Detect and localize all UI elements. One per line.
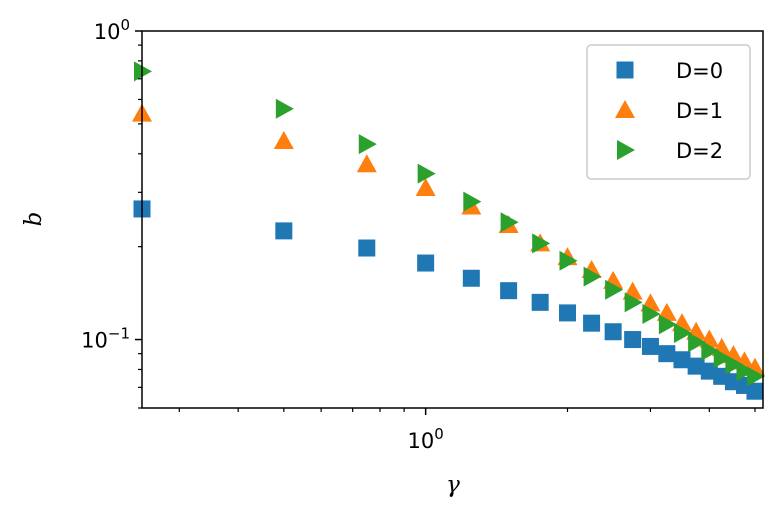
data-point-d2-7 xyxy=(559,250,578,271)
data-point-d0-4 xyxy=(462,269,480,287)
data-point-d0-13 xyxy=(673,351,691,369)
y-axis-label: b xyxy=(21,212,47,227)
data-point-d0-3 xyxy=(417,254,435,272)
data-point-d0-5 xyxy=(500,282,518,300)
data-point-d2-2 xyxy=(358,134,377,155)
legend: D=0 D=1 D=2 xyxy=(586,44,751,180)
data-point-d1-2 xyxy=(356,154,377,173)
axes-frame xyxy=(141,30,764,409)
data-point-d2-4 xyxy=(463,191,482,212)
legend-frame xyxy=(586,44,751,180)
data-point-d0-11 xyxy=(641,337,659,355)
data-point-d0-6 xyxy=(531,293,549,311)
data-point-d1-1 xyxy=(273,131,294,150)
data-point-d2-3 xyxy=(417,163,436,184)
legend-marker-d0 xyxy=(616,61,634,79)
data-point-d0-10 xyxy=(624,331,642,349)
data-point-d0-2 xyxy=(358,239,376,257)
legend-label-d2: D=2 xyxy=(676,139,723,163)
legend-label-d1: D=1 xyxy=(676,99,723,123)
data-point-d2-10 xyxy=(624,292,643,313)
data-point-d0-9 xyxy=(604,323,622,341)
data-point-d2-13 xyxy=(673,323,692,344)
data-point-d0-7 xyxy=(558,304,576,322)
data-point-d2-19 xyxy=(746,366,765,387)
data-point-d2-9 xyxy=(605,279,624,300)
legend-marker-d1 xyxy=(615,100,635,118)
x-axis-label: γ xyxy=(446,472,460,498)
data-point-d2-6 xyxy=(532,233,551,254)
data-point-d2-12 xyxy=(658,314,677,335)
data-point-d0-14 xyxy=(687,357,705,375)
data-point-d2-17 xyxy=(725,354,744,375)
data-point-d2-1 xyxy=(275,98,294,119)
legend-markers xyxy=(615,61,635,160)
data-point-d2-15 xyxy=(701,340,720,361)
data-point-d0-1 xyxy=(275,222,293,240)
data-point-d1-3 xyxy=(415,177,436,196)
data-point-d2-5 xyxy=(500,212,519,233)
data-point-d2-14 xyxy=(688,332,707,353)
data-point-d2-8 xyxy=(583,266,602,287)
data-point-d0-8 xyxy=(583,314,601,332)
data-point-d2-11 xyxy=(642,304,661,325)
data-point-d0-12 xyxy=(658,345,676,363)
legend-marker-d2 xyxy=(617,140,635,160)
legend-label-d0: D=0 xyxy=(676,59,723,83)
plot-area xyxy=(132,61,765,400)
data-point-d2-0 xyxy=(134,61,152,82)
data-point-d2-16 xyxy=(713,348,732,369)
data-point-d2-18 xyxy=(736,361,755,382)
data-point-d0-19 xyxy=(746,382,764,400)
